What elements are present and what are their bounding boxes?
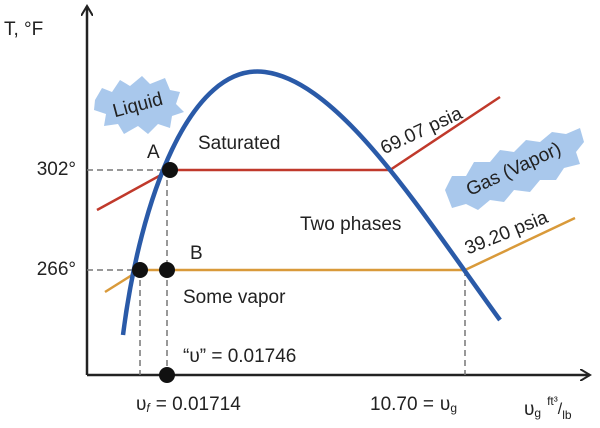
annotation: Saturated	[198, 133, 280, 154]
subscript: g	[450, 401, 457, 415]
value: 10.70 =	[370, 394, 434, 415]
unit-slash: /	[558, 401, 563, 418]
point-label: A	[147, 142, 160, 163]
pressure-label: 69.07 psia	[377, 103, 466, 159]
liquid-cloud	[94, 76, 184, 134]
isobar-low	[104, 216, 576, 294]
symbol: υ	[440, 394, 450, 415]
subscript: f	[146, 401, 151, 415]
state-points	[132, 162, 178, 383]
volume-label: “υ” = 0.01746	[183, 346, 296, 367]
subscript: g	[534, 406, 541, 420]
unit: ft³	[547, 394, 558, 408]
temperature-label: 302°	[37, 159, 76, 180]
unit: lb	[562, 408, 572, 422]
volume-label: 10.70 = υg	[370, 394, 457, 415]
y-axis-label: T, °F	[4, 19, 43, 40]
point-label: B	[190, 243, 203, 264]
volume-label: υf = 0.01714	[136, 394, 241, 415]
annotation: Some vapor	[183, 287, 286, 308]
gas-cloud	[445, 128, 584, 210]
symbol: υ	[136, 394, 146, 415]
region-label: Two phases	[300, 214, 401, 235]
temperature-label: 266°	[37, 259, 76, 280]
x-axis-label: υg ft³/lb	[524, 394, 572, 422]
isobar-high	[96, 95, 501, 212]
saturation-dome	[120, 69, 502, 336]
value: = 0.01714	[156, 394, 241, 415]
symbol: υ	[524, 399, 534, 420]
